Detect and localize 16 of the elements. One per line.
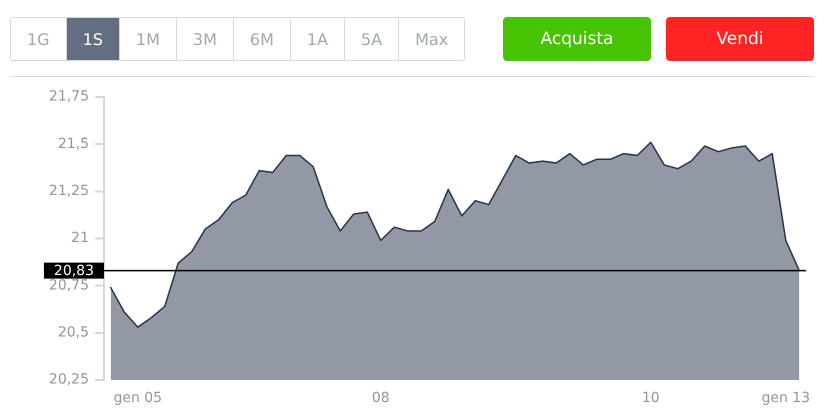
y-tick-label: 20,5 bbox=[58, 324, 89, 340]
y-tick-label: 21 bbox=[71, 230, 89, 246]
ref-line-label: 20,83 bbox=[54, 263, 94, 280]
buy-button[interactable]: Acquista bbox=[503, 17, 651, 61]
x-tick-label: gen 05 bbox=[113, 390, 162, 406]
range-button[interactable]: Max bbox=[398, 18, 464, 60]
x-tick-label: 08 bbox=[372, 390, 390, 406]
x-tick-label: gen 13 bbox=[761, 390, 810, 406]
y-tick-label: 20,25 bbox=[48, 372, 89, 388]
x-tick-label: 10 bbox=[642, 390, 660, 406]
y-tick-label: 20,75 bbox=[48, 277, 89, 294]
sell-button[interactable]: Vendi bbox=[666, 17, 814, 61]
y-tick-label: 21,75 bbox=[48, 88, 89, 105]
y-tick-label: 21,5 bbox=[58, 136, 89, 152]
y-tick-label: 21,25 bbox=[48, 182, 89, 199]
range-button[interactable]: 1S bbox=[66, 18, 119, 60]
